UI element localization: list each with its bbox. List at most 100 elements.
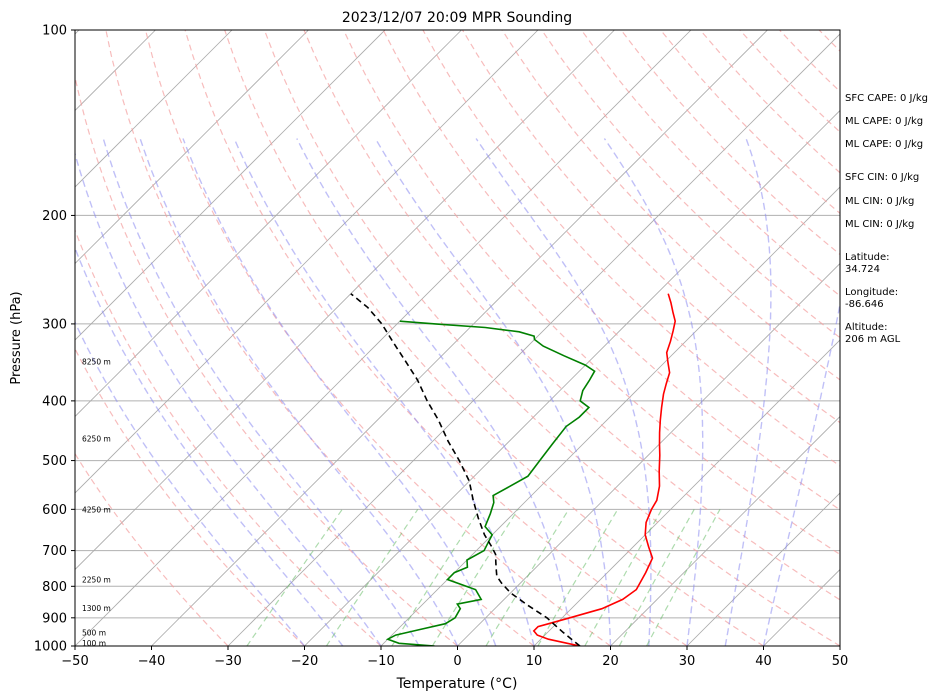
height-label: 2250 m	[82, 576, 111, 585]
x-tick-label: −50	[61, 654, 88, 669]
temperature-profile	[532, 293, 677, 646]
y-tick-label: 400	[42, 394, 67, 409]
altitude-value: 206 m AGL	[845, 334, 901, 345]
y-tick-label: 1000	[34, 640, 67, 655]
dry-adiabat	[422, 30, 840, 467]
isotherm-line	[457, 262, 840, 646]
ml-cin-text-2: ML CIN: 0 J/kg	[845, 219, 915, 230]
sfc-cape-text: SFC CAPE: 0 J/kg	[845, 93, 928, 104]
series-layer	[350, 293, 677, 646]
isotherm-line	[533, 339, 840, 646]
height-label: 1300 m	[82, 604, 111, 613]
longitude-block: Longitude: -86.646	[845, 287, 898, 311]
moist-adiabat	[102, 138, 420, 646]
y-tick-label: 800	[42, 580, 67, 595]
isotherm-line	[686, 492, 840, 646]
isotherm-line	[380, 186, 840, 646]
y-axis-label: Pressure (hPa)	[9, 291, 24, 384]
x-tick-label: −30	[214, 654, 241, 669]
latitude-label: Latitude:	[845, 252, 890, 263]
mixing-ratio-line	[391, 508, 481, 646]
moist-adiabat	[182, 138, 497, 646]
ml-cin-text: ML CIN: 0 J/kg	[845, 196, 915, 207]
moist-adiabat	[374, 138, 612, 646]
isotherm-line	[151, 30, 768, 646]
height-label: 4250 m	[82, 505, 111, 514]
latitude-value: 34.724	[845, 264, 880, 275]
height-label: 8250 m	[82, 357, 111, 366]
y-tick-label: 700	[42, 544, 67, 559]
y-tick-label: 300	[42, 317, 67, 332]
isotherm-line	[304, 109, 840, 646]
dry-adiabat	[224, 30, 764, 646]
moist-adiabat	[75, 151, 382, 646]
dry-adiabat	[75, 347, 305, 646]
moist-adiabat	[233, 138, 535, 646]
altitude-block: Altitude: 206 m AGL	[845, 322, 900, 346]
parcel-profile	[350, 293, 581, 646]
longitude-label: Longitude:	[845, 287, 899, 298]
plot-frame	[74, 29, 841, 647]
moist-adiabat	[139, 138, 459, 646]
x-tick-label: 40	[755, 654, 772, 669]
x-tick-label: 20	[602, 654, 619, 669]
dry-adiabat	[263, 30, 840, 646]
dry-adiabat	[144, 30, 611, 646]
height-label: 100 m	[82, 639, 106, 648]
moist-adiabat	[296, 138, 573, 646]
dry-adiabat	[75, 452, 229, 646]
dry-adiabat	[580, 30, 840, 297]
height-label: 500 m	[82, 628, 106, 637]
altitude-label: Altitude:	[845, 322, 888, 333]
x-tick-label: −10	[367, 654, 394, 669]
isotherm-line	[75, 30, 692, 646]
dry-adiabat	[184, 30, 688, 646]
x-tick-label: −40	[138, 654, 165, 669]
x-tick-label: −20	[291, 654, 318, 669]
moist-adiabat	[724, 138, 772, 646]
isotherm-line	[0, 30, 3, 646]
mixing-ratio-line	[537, 508, 619, 646]
x-tick-label: 50	[832, 654, 849, 669]
height-label: 6250 m	[82, 434, 111, 443]
y-tick-label: 900	[42, 611, 67, 626]
mixing-ratio-line	[618, 509, 695, 646]
y-tick-label: 500	[42, 454, 67, 469]
isotherm-line	[75, 30, 462, 418]
mixing-ratio-line	[431, 508, 519, 646]
dry-adiabat	[75, 228, 382, 646]
mixing-ratio-line	[246, 508, 343, 646]
isotherm-line	[75, 30, 615, 571]
mixing-ratio-line	[485, 508, 570, 646]
dry-adiabat	[382, 30, 840, 511]
ml-cape-text-2: ML CAPE: 0 J/kg	[845, 139, 924, 150]
ml-cape-text: ML CAPE: 0 J/kg	[845, 116, 924, 127]
isotherm-line	[75, 30, 309, 265]
isotherm-line	[227, 33, 840, 646]
chart-title: 2023/12/07 20:09 MPR Sounding	[342, 10, 572, 26]
moist-adiabat	[75, 320, 306, 646]
y-tick-label: 600	[42, 503, 67, 518]
isotherm-line	[75, 30, 386, 341]
x-tick-label: 30	[679, 654, 696, 669]
dry-adiabat	[105, 30, 535, 646]
isotherm-line	[610, 415, 840, 646]
dry-adiabat	[75, 74, 458, 646]
isotherm-line	[75, 30, 233, 188]
dry-adiabat	[303, 30, 840, 601]
mixing-ratio-line	[646, 509, 721, 646]
longitude-value: -86.646	[845, 299, 884, 310]
height-labels: 100 m 500 m 1300 m 2250 m 4250 m 6250 m 8250 m	[82, 357, 111, 647]
y-tick-label: 200	[42, 209, 67, 224]
dewpoint-profile	[385, 320, 596, 646]
moist-adiabat	[75, 246, 344, 646]
latitude-block: Latitude: 34.724	[845, 252, 890, 276]
dry-adiabat	[343, 30, 840, 556]
sfc-cin-text: SFC CIN: 0 J/kg	[845, 172, 920, 183]
x-axis-label: Temperature (°C)	[396, 676, 518, 692]
x-tick-label: 0	[453, 654, 461, 669]
moist-adiabat	[603, 138, 704, 646]
x-tick-label: 10	[526, 654, 543, 669]
